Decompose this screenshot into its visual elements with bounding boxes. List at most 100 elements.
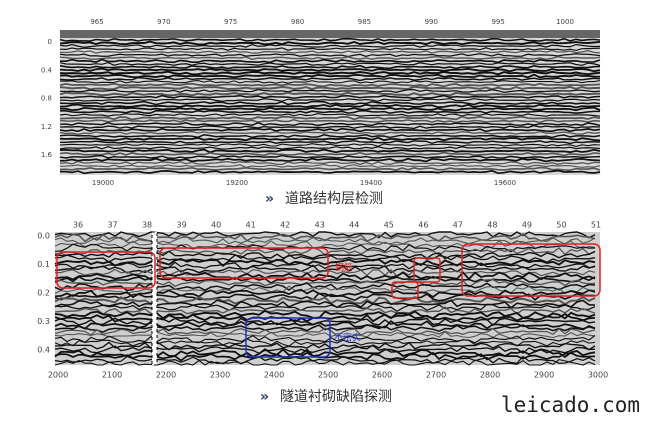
reflection: [59, 73, 601, 79]
tick-label: 2900: [534, 371, 554, 380]
tick-label: 2200: [156, 371, 176, 380]
tick-label: 50: [556, 221, 566, 230]
defect-box: [413, 257, 441, 283]
reflection: [59, 115, 601, 121]
tick-label: 985: [358, 18, 371, 26]
tick-label: 2700: [426, 371, 446, 380]
tick-label: 0.1: [37, 260, 50, 269]
reflection: [59, 43, 601, 48]
reflection: [54, 258, 596, 268]
reflection: [59, 82, 601, 88]
reflection: [54, 331, 596, 340]
reflection: [59, 169, 601, 175]
tick-label: 19000: [92, 179, 114, 187]
reflection: [59, 148, 601, 154]
reflection: [54, 268, 596, 277]
tick-label: 49: [522, 221, 532, 230]
tick-label: 1.2: [41, 123, 52, 131]
reflection: [59, 160, 601, 166]
caption: 道路结构层检测: [285, 191, 383, 207]
tick-label: 2300: [210, 371, 230, 380]
tick-label: 975: [224, 18, 237, 26]
tick-label: 45: [384, 221, 394, 230]
defect-box: [461, 243, 601, 297]
tick-label: 39: [177, 221, 187, 230]
annotation: 不密实: [334, 332, 361, 344]
reflection: [59, 151, 601, 157]
reflection: [54, 285, 596, 295]
watermark: leicado.com: [501, 393, 640, 417]
tick-label: 0.2: [37, 289, 50, 298]
reflection: [59, 113, 601, 117]
tick-label: 0.4: [41, 66, 53, 74]
tick-label: 38: [142, 221, 152, 230]
reflection: [59, 118, 601, 124]
reflection: [54, 278, 596, 288]
reflection: [54, 288, 596, 299]
reflection: [59, 94, 601, 100]
reflection: [60, 98, 601, 102]
tick-label: 44: [349, 221, 359, 230]
reflection: [59, 100, 601, 106]
tick-label: 19600: [494, 179, 516, 187]
tick-label: 3000: [588, 371, 608, 380]
reflection: [59, 49, 601, 54]
tick-label: 2800: [480, 371, 500, 380]
tick-label: 2600: [372, 371, 392, 380]
tick-label: 0.3: [37, 317, 50, 326]
reflection: [59, 130, 601, 136]
reflection: [54, 254, 596, 263]
marker-column: [151, 231, 158, 366]
reflection: [59, 121, 601, 127]
reflection: [54, 243, 596, 253]
reflection: [54, 359, 596, 366]
reflection: [59, 134, 601, 139]
reflection: [54, 240, 596, 249]
tick-label: 2000: [48, 371, 68, 380]
tick-label: 2100: [102, 371, 122, 380]
reflection: [54, 236, 596, 245]
caption: 隧道衬砌缺陷探测: [280, 389, 392, 405]
tick-label: 990: [425, 18, 438, 26]
tick-label: 965: [90, 18, 103, 26]
reflection: [59, 55, 601, 61]
reflection: [59, 37, 601, 42]
tick-label: 40: [211, 221, 221, 230]
reflection: [54, 341, 596, 351]
reflection: [59, 127, 601, 133]
reflection: [60, 88, 601, 94]
reflection: [54, 233, 596, 243]
tick-label: 19200: [226, 179, 248, 187]
annotation: 钢筋: [335, 262, 353, 274]
tick-label: 42: [280, 221, 290, 230]
tick-label: 0.4: [37, 346, 50, 355]
defect-box: [56, 251, 156, 289]
reflection: [59, 91, 601, 97]
reflection: [59, 154, 601, 160]
tick-label: 37: [107, 221, 117, 230]
reflection: [59, 85, 601, 91]
reflection: [59, 64, 601, 70]
tick-label: 19400: [360, 179, 382, 187]
reflection: [54, 327, 596, 337]
tick-label: 0.0: [37, 232, 50, 241]
tick-label: 0.8: [41, 95, 52, 103]
tick-label: 995: [491, 18, 504, 26]
reflection: [54, 271, 596, 281]
chevron: »: [265, 191, 274, 207]
reflection: [59, 76, 601, 82]
reflection: [59, 80, 601, 84]
reflection: [54, 323, 596, 333]
tick-label: 2400: [264, 371, 284, 380]
tick-label: 0: [48, 38, 52, 46]
reflection: [60, 109, 600, 114]
chevron: »: [260, 389, 269, 405]
reflection: [54, 261, 596, 270]
reflection: [59, 106, 601, 112]
reflection: [59, 146, 601, 150]
reflection: [54, 275, 596, 285]
defect-box: [159, 247, 329, 279]
reflection: [54, 317, 596, 327]
tick-label: 48: [487, 221, 497, 230]
